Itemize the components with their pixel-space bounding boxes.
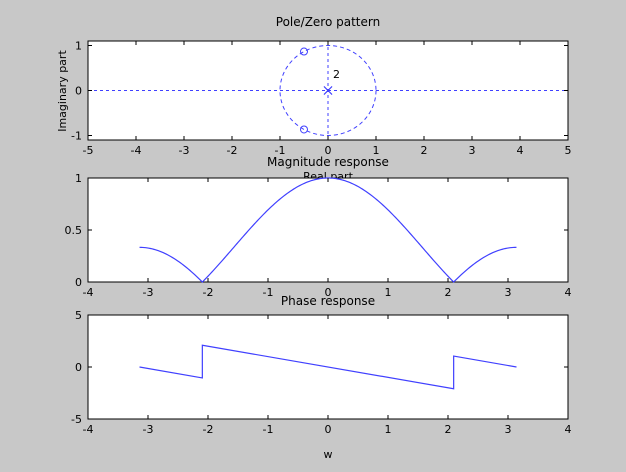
x-tick-label: -4 [83,423,94,436]
x-tick-label: -2 [227,144,238,157]
unit-circle [279,45,377,136]
x-tick-label: 3 [505,286,512,299]
pole-multiplicity-label: 2 [333,68,340,81]
phase-axes: Phase response w -4 -3 -2 -1 0 1 2 3 4 -5 0 5 [71,294,571,461]
phase-marks: -4 -3 -2 -1 0 1 2 3 4 -5 0 5 [71,309,571,436]
magnitude-plot-area [87,177,569,283]
y-tick-label: 0 [75,276,82,289]
phase-title: Phase response [281,294,375,308]
x-tick-label: 5 [565,144,572,157]
pole-marker [323,86,333,95]
x-tick-label: -1 [263,423,274,436]
y-tick-label: 1 [75,40,82,53]
x-tick-label: 4 [517,144,524,157]
x-tick-label: -3 [143,423,154,436]
x-tick-label: 2 [445,423,452,436]
x-tick-label: -4 [131,144,142,157]
y-tick-label: -5 [71,413,82,426]
x-tick-label: -2 [203,423,214,436]
phase-xlabel: w [324,448,333,461]
x-tick-label: -3 [143,286,154,299]
x-tick-label: 3 [469,144,476,157]
x-tick-label: -4 [83,286,94,299]
x-tick-label: 1 [385,286,392,299]
x-tick-label: 4 [565,423,572,436]
x-tick-label: 1 [373,144,380,157]
y-tick-label: 1 [75,172,82,185]
phase-series-line [139,344,517,390]
y-tick-label: 5 [75,309,82,322]
y-tick-label: -1 [71,130,82,143]
x-tick-label: 4 [565,286,572,299]
x-tick-label: 3 [505,423,512,436]
pole-zero-marks: -5 -4 -3 -2 -1 0 1 2 3 4 5 -1 0 1 [71,40,571,158]
x-tick-label: 2 [421,144,428,157]
x-tick-label: -3 [179,144,190,157]
x-tick-label: -1 [275,144,286,157]
pole-zero-ylabel: Imaginary part [56,50,69,132]
magnitude-title: Magnitude response [267,155,389,169]
x-tick-label: 0 [325,144,332,157]
x-tick-label: 0 [325,286,332,299]
zero-marker [300,47,308,56]
x-tick-label: -2 [203,286,214,299]
magnitude-marks: -4 -3 -2 -1 0 1 2 3 4 0 0.5 1 [65,172,572,299]
zero-marker [300,125,308,134]
x-tick-label: 2 [445,286,452,299]
x-tick-label: -5 [83,144,94,157]
y-tick-label: 0 [75,85,82,98]
pole-zero-title: Pole/Zero pattern [276,15,380,29]
pole-zero-axes: Pole/Zero pattern Real part Imaginary pa… [56,15,572,183]
x-tick-label: -1 [263,286,274,299]
y-tick-label: 0 [75,361,82,374]
y-tick-label: 0.5 [65,224,83,237]
x-tick-label: 0 [325,423,332,436]
x-tick-label: 1 [385,423,392,436]
